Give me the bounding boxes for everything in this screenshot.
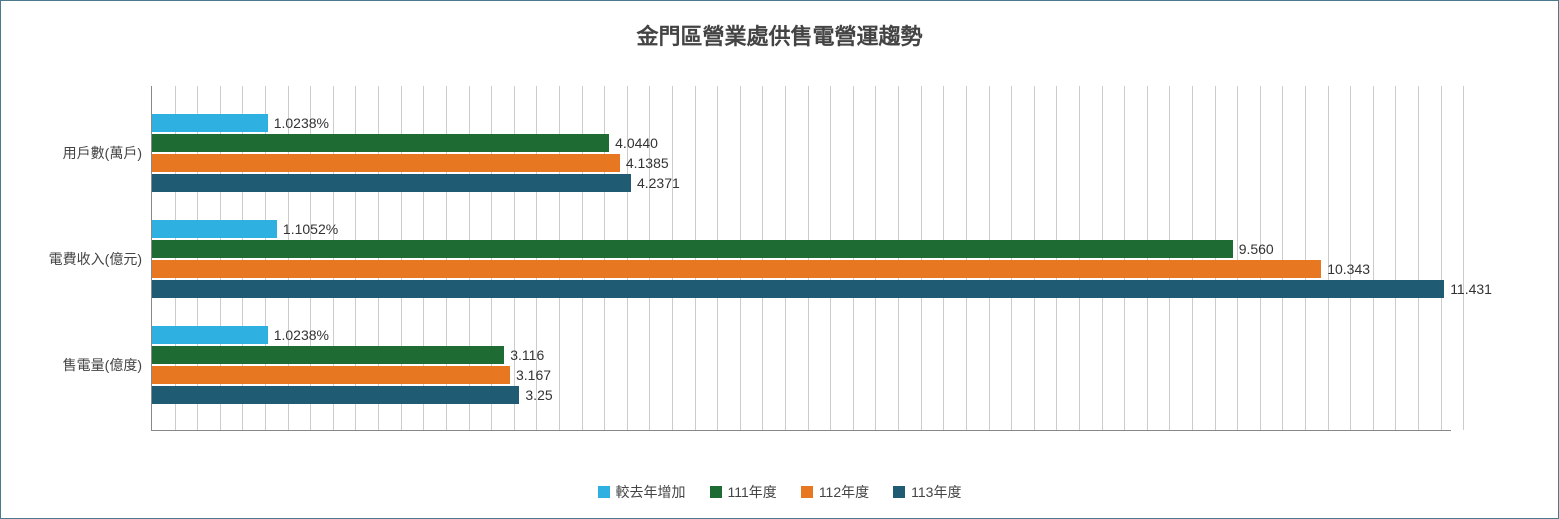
bar-label: 10.343 [1327,261,1370,277]
bar: 1.0238% [152,326,268,344]
legend-swatch [893,486,905,498]
legend-swatch [801,486,813,498]
bar-label: 1.0238% [274,327,329,343]
legend-item: 111年度 [710,482,777,502]
bar: 10.343 [152,260,1321,278]
legend: 較去年增加 111年度 112年度 113年度 [1,482,1558,502]
category-group: 售電量(億度)1.0238%3.1163.1673.25 [152,326,1451,404]
legend-item: 113年度 [893,482,961,502]
gridline [1463,86,1464,430]
bar: 9.560 [152,240,1233,258]
legend-label: 111年度 [728,484,777,500]
bar-label: 4.2371 [637,175,680,191]
bar: 1.1052% [152,220,277,238]
bar: 3.116 [152,346,504,364]
legend-item: 112年度 [801,482,869,502]
bar: 1.0238% [152,114,268,132]
legend-swatch [710,486,722,498]
legend-label: 112年度 [819,484,869,500]
bar: 3.25 [152,386,519,404]
chart-container: 金門區營業處供售電營運趨勢 用戶數(萬戶) 1.0238% 4.0440 4.1385… [0,0,1559,519]
legend-label: 較去年增加 [616,484,686,500]
bar: 4.1385 [152,154,620,172]
bar: 3.167 [152,366,510,384]
plot-area: 用戶數(萬戶)1.0238%4.04404.13854.2371電費收入(億元)… [151,86,1451,431]
bar-label: 9.560 [1239,241,1274,257]
bar: 11.431 [152,280,1444,298]
bar-label: 3.25 [525,387,552,403]
category-label: 電費收入(億元) [7,249,142,269]
legend-swatch [598,486,610,498]
bar-label: 3.116 [510,347,544,363]
bar: 4.0440 [152,134,609,152]
category-group: 用戶數(萬戶)1.0238%4.04404.13854.2371 [152,114,1451,192]
bar-label: 1.0238% [274,115,329,131]
category-label: 售電量(億度) [7,355,142,375]
category-group: 電費收入(億元)1.1052%9.56010.34311.431 [152,220,1451,298]
legend-item: 較去年增加 [598,482,686,502]
bar-label: 11.431 [1450,281,1492,297]
legend-label: 113年度 [911,484,961,500]
bar-label: 4.1385 [626,155,669,171]
bar: 4.2371 [152,174,631,192]
bar-label: 3.167 [516,367,551,383]
bar-label: 4.0440 [615,135,658,151]
chart-title: 金門區營業處供售電營運趨勢 [1,1,1558,59]
bar-label: 1.1052% [283,221,338,237]
category-label: 用戶數(萬戶) [7,143,142,163]
